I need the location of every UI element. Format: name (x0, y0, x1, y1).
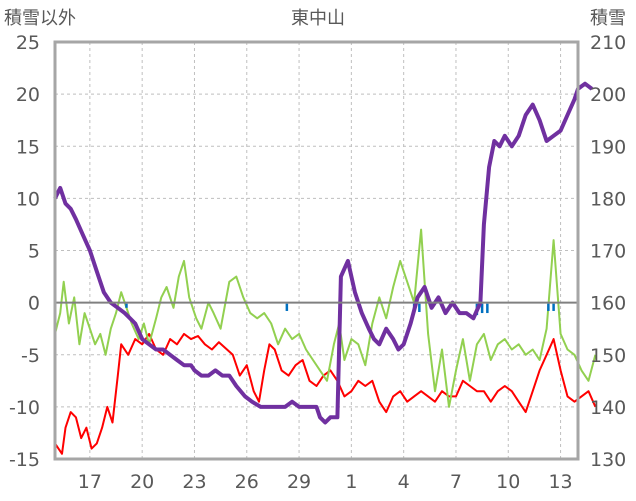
left-tick-label: 0 (28, 293, 40, 315)
right-tick-label: 200 (590, 84, 626, 106)
right-tick-label: 130 (590, 449, 626, 471)
x-tick-label: 7 (450, 471, 462, 493)
right-tick-label: 160 (590, 293, 626, 315)
x-tick-label: 4 (398, 471, 410, 493)
right-tick-label: 180 (590, 188, 626, 210)
x-tick-label: 10 (496, 471, 520, 493)
axes: 25 20 15 10 5 0 -5 -10 -15 210 200 190 180 170 160 150 1… (9, 32, 626, 493)
right-tick-label: 210 (590, 32, 626, 54)
x-tick-label: 13 (548, 471, 572, 493)
left-tick-label: 15 (16, 136, 40, 158)
plot-frame (53, 40, 580, 461)
left-tick-label: 20 (16, 84, 40, 106)
chart-title: 東中山 (291, 8, 345, 29)
right-tick-label: 190 (590, 136, 626, 158)
series-layer (53, 81, 597, 455)
right-axis-label: 積雪 (590, 8, 626, 29)
series-snow-depth-line (53, 81, 594, 425)
x-tick-label: 29 (287, 471, 311, 493)
x-tick-label: 23 (182, 471, 206, 493)
right-tick-label: 140 (590, 397, 626, 419)
left-tick-label: 5 (28, 241, 40, 263)
x-tick-label: 1 (345, 471, 357, 493)
left-tick-label: 25 (16, 32, 40, 54)
right-tick-label: 170 (590, 241, 626, 263)
x-tick-label: 17 (78, 471, 102, 493)
right-tick-label: 150 (590, 345, 626, 367)
left-axis-label: 積雪以外 (4, 8, 76, 29)
x-tick-label: 20 (130, 471, 154, 493)
x-tick-label: 26 (235, 471, 259, 493)
left-tick-label: -15 (9, 449, 40, 471)
series-red-line (54, 332, 597, 455)
left-tick-label: 10 (16, 188, 40, 210)
left-tick-label: -10 (9, 397, 40, 419)
left-tick-label: -5 (21, 345, 40, 367)
